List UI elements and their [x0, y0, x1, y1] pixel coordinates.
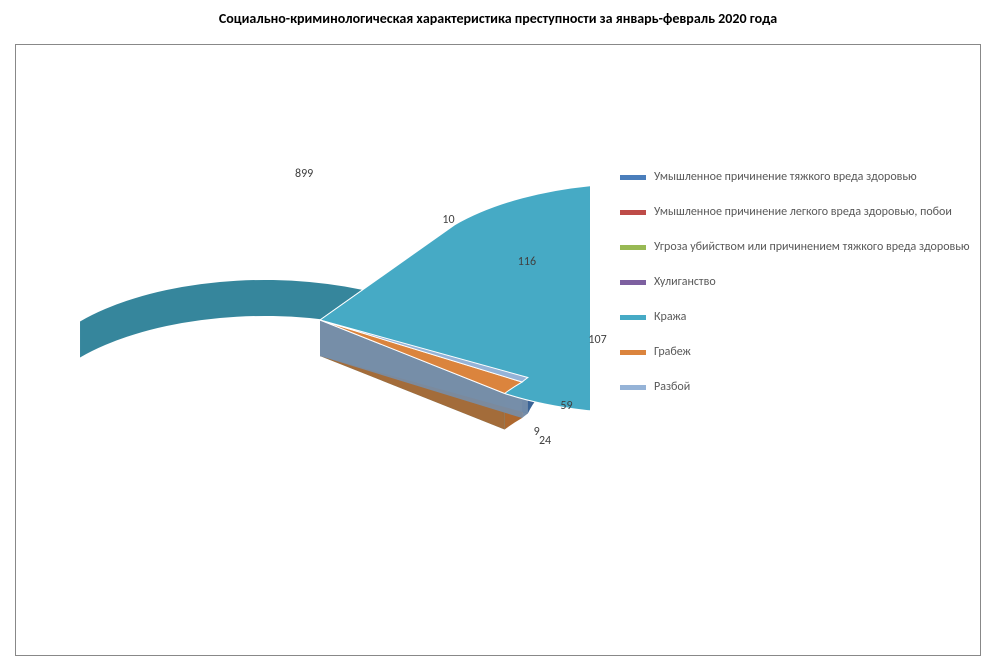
pie-data-label: 24 — [539, 434, 551, 448]
legend-swatch — [620, 385, 646, 390]
legend-label: Умышленное причинение тяжкого вреда здор… — [654, 170, 970, 185]
legend-swatch — [620, 175, 646, 180]
legend-label: Грабеж — [654, 345, 970, 360]
legend-item: Умышленное причинение тяжкого вреда здор… — [620, 170, 970, 185]
legend-item: Хулиганство — [620, 275, 970, 290]
legend-swatch — [620, 280, 646, 285]
legend-item: Угроза убийством или причинением тяжкого… — [620, 240, 970, 255]
pie-data-label: 899 — [295, 167, 313, 181]
legend-swatch — [620, 350, 646, 355]
pie-data-label: 9 — [534, 425, 540, 439]
legend-label: Разбой — [654, 380, 970, 395]
legend-swatch — [620, 245, 646, 250]
legend-item: Умышленное причинение легкого вреда здор… — [620, 205, 970, 220]
legend-label: Кража — [654, 310, 970, 325]
chart-frame: { "chart": { "type": "pie-3d", "title": … — [0, 0, 996, 670]
pie-data-label: 116 — [518, 255, 536, 269]
pie-svg — [30, 90, 590, 570]
pie-data-label: 107 — [588, 333, 606, 347]
legend-item: Грабеж — [620, 345, 970, 360]
legend-label: Угроза убийством или причинением тяжкого… — [654, 240, 970, 255]
legend-swatch — [620, 315, 646, 320]
legend: Умышленное причинение тяжкого вреда здор… — [620, 150, 970, 415]
legend-label: Хулиганство — [654, 275, 970, 290]
legend-label: Умышленное причинение легкого вреда здор… — [654, 205, 970, 220]
pie-data-label: 10 — [442, 213, 454, 227]
legend-swatch — [620, 210, 646, 215]
legend-item: Кража — [620, 310, 970, 325]
pie-chart: 5910711610899249 — [30, 90, 590, 570]
chart-title: Социально-криминологическая характеристи… — [0, 10, 996, 27]
pie-data-label: 59 — [560, 399, 572, 413]
legend-item: Разбой — [620, 380, 970, 395]
